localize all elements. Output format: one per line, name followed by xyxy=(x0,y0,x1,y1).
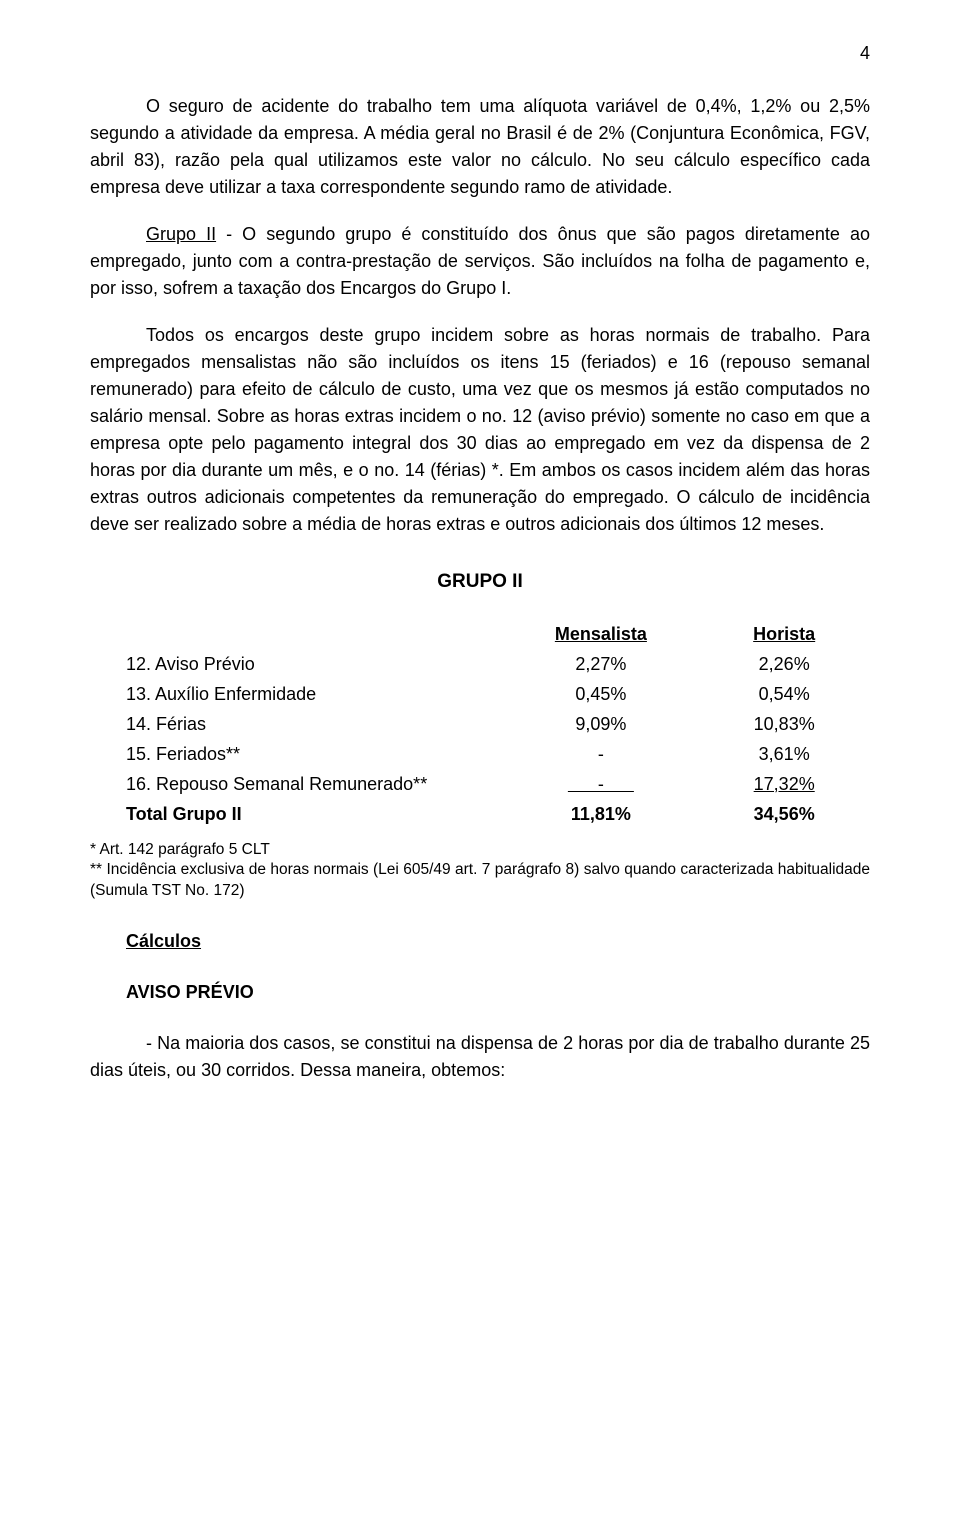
table-cell-label: 15. Feriados** xyxy=(90,741,503,768)
table-total-label: Total Grupo II xyxy=(90,801,503,828)
table-cell-h: 0,54% xyxy=(698,681,870,708)
table-cell-m: 0,45% xyxy=(503,681,698,708)
paragraph-aviso: - Na maioria dos casos, se constitui na … xyxy=(90,1030,870,1084)
table-row: 15. Feriados** - 3,61% xyxy=(90,741,870,768)
table-cell-h: 17,32% xyxy=(698,771,870,798)
table-cell-h: 3,61% xyxy=(698,741,870,768)
table-total-h: 34,56% xyxy=(698,801,870,828)
table-header-mensalista: Mensalista xyxy=(503,621,698,648)
footnote-1: * Art. 142 parágrafo 5 CLT xyxy=(90,840,870,861)
grupo2-label: Grupo II xyxy=(146,224,216,244)
grupo2-table: Mensalista Horista 12. Aviso Prévio 2,27… xyxy=(90,621,870,828)
calculos-heading: Cálculos xyxy=(126,928,870,955)
footnote-2: ** Incidência exclusiva de horas normais… xyxy=(90,860,870,902)
table-cell-m: 9,09% xyxy=(503,711,698,738)
table-header-horista: Horista xyxy=(698,621,870,648)
table-title: GRUPO II xyxy=(90,568,870,597)
aviso-previo-heading: AVISO PRÉVIO xyxy=(126,979,870,1006)
table-header-empty xyxy=(90,621,503,648)
table-cell-h: 10,83% xyxy=(698,711,870,738)
table-cell-label: 13. Auxílio Enfermidade xyxy=(90,681,503,708)
table-cell-m: - xyxy=(503,741,698,768)
table-cell-label: 12. Aviso Prévio xyxy=(90,651,503,678)
table-total-row: Total Grupo II 11,81% 34,56% xyxy=(90,801,870,828)
table-cell-label: 14. Férias xyxy=(90,711,503,738)
table-row: 16. Repouso Semanal Remunerado** - 17,32… xyxy=(90,771,870,798)
table-cell-label: 16. Repouso Semanal Remunerado** xyxy=(90,771,503,798)
table-cell-h: 2,26% xyxy=(698,651,870,678)
page-number: 4 xyxy=(90,40,870,67)
table-cell-m: 2,27% xyxy=(503,651,698,678)
table-row: 13. Auxílio Enfermidade 0,45% 0,54% xyxy=(90,681,870,708)
table-cell-m: - xyxy=(503,771,698,798)
table-row: 14. Férias 9,09% 10,83% xyxy=(90,711,870,738)
paragraph-1: O seguro de acidente do trabalho tem uma… xyxy=(90,93,870,201)
table-total-m: 11,81% xyxy=(503,801,698,828)
paragraph-3: Todos os encargos deste grupo incidem so… xyxy=(90,322,870,538)
footnotes: * Art. 142 parágrafo 5 CLT ** Incidência… xyxy=(90,840,870,903)
paragraph-grupo2: Grupo II - O segundo grupo é constituído… xyxy=(90,221,870,302)
table-row: 12. Aviso Prévio 2,27% 2,26% xyxy=(90,651,870,678)
table-header-row: Mensalista Horista xyxy=(90,621,870,648)
